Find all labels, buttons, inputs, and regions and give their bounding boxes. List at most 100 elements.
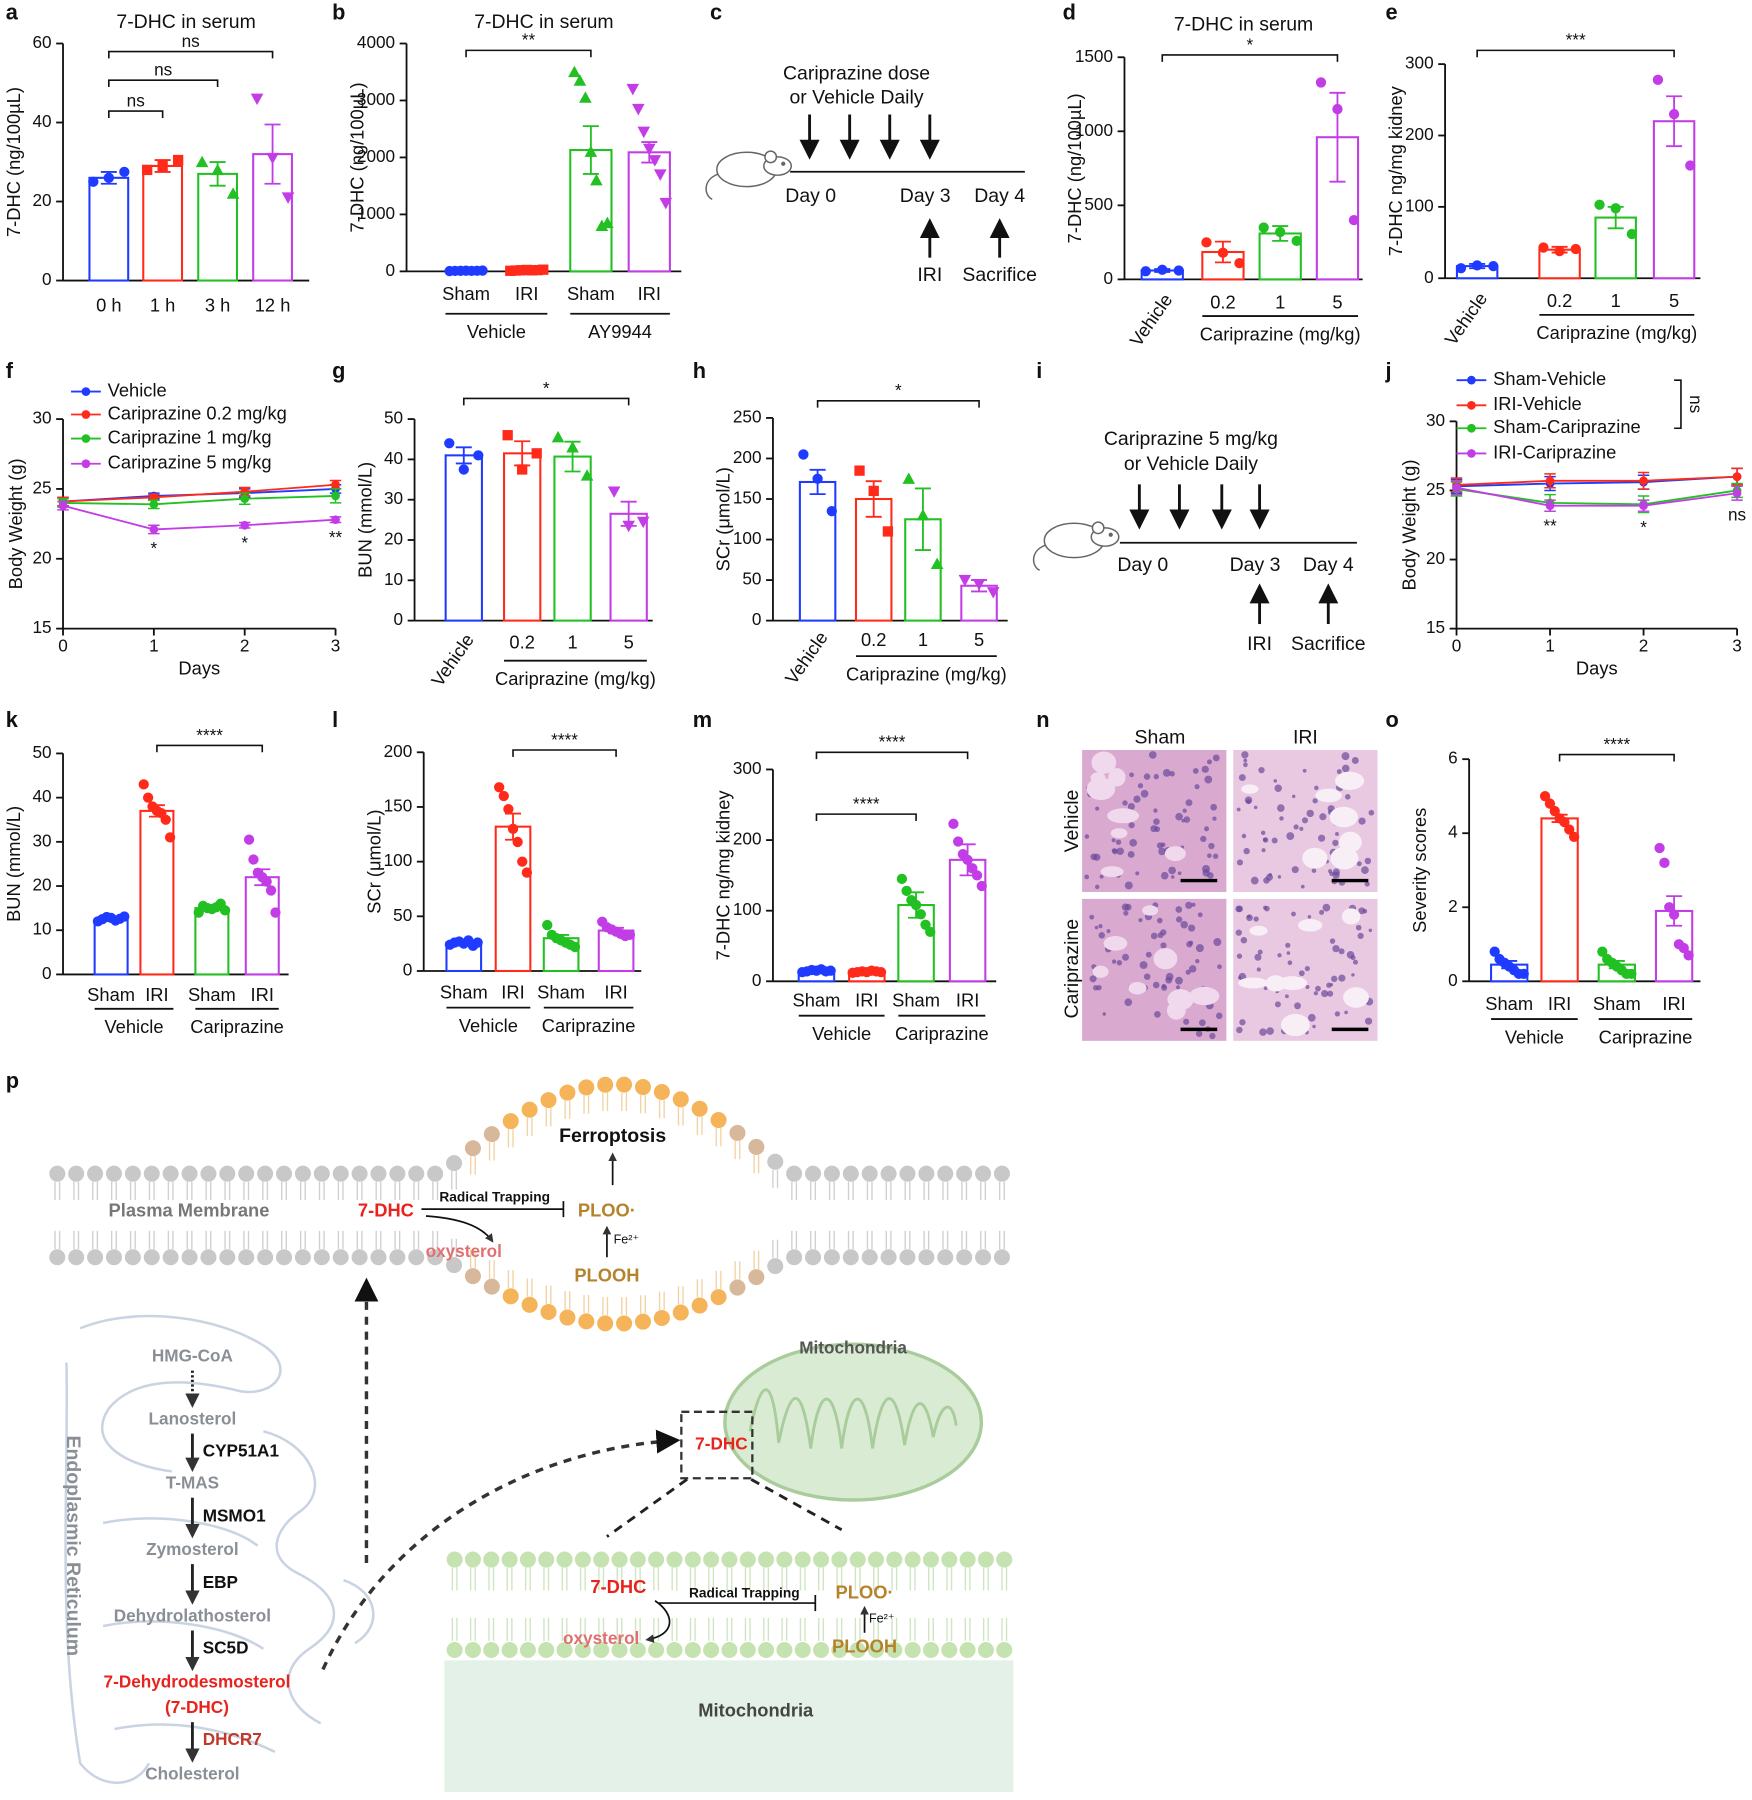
group-label: Cariprazine (mg/kg) [495, 668, 656, 689]
data-point [579, 91, 592, 103]
lipid-head [105, 1165, 122, 1182]
nucleus [1327, 990, 1334, 997]
legend-label: Cariprazine 0.2 mg/kg [108, 402, 287, 423]
lipid-head [294, 1249, 311, 1266]
nucleus [1135, 871, 1140, 876]
lipid-tail [998, 1181, 1005, 1250]
data-point [516, 265, 527, 276]
nucleus [1334, 1011, 1341, 1017]
lipid-head [993, 1249, 1010, 1266]
y-tick-label: 50 [384, 408, 403, 428]
nucleus [1212, 853, 1219, 859]
nucleus [1277, 953, 1282, 958]
x-tick-label: 0.2 [1547, 290, 1572, 311]
legend-label: Vehicle [108, 379, 167, 400]
tubule [1278, 976, 1308, 991]
nucleus [1365, 1017, 1373, 1025]
nucleus [1253, 916, 1259, 922]
data-point [331, 491, 340, 501]
x-tick-label: 1 [149, 635, 159, 655]
nucleus [1260, 830, 1266, 836]
lipid-tail [356, 1181, 363, 1250]
data-point [1594, 199, 1605, 210]
nucleus [1261, 848, 1266, 853]
data-point [882, 526, 894, 537]
data-point [902, 472, 916, 484]
legend-marker [1467, 449, 1476, 458]
lipid-head [648, 1641, 665, 1659]
x-tick-label: IRI [515, 283, 538, 304]
lipid-head [776, 1551, 793, 1568]
lipid-tail [602, 1092, 609, 1316]
data-point [637, 126, 651, 139]
pathway-item: 7-Dehydrodesmosterol [104, 1672, 291, 1692]
nucleus [1111, 838, 1116, 843]
nucleus [1089, 914, 1095, 920]
lipid-tail [791, 1181, 798, 1250]
data-point [1626, 228, 1638, 240]
lipid-tail [909, 1567, 916, 1641]
lipid-head [886, 1551, 903, 1568]
mito-compartment [444, 1660, 1014, 1792]
tubule [1329, 806, 1358, 828]
nucleus [1204, 826, 1210, 832]
fe-label: Fe²⁺ [869, 1611, 895, 1625]
significance-bracket [1476, 49, 1675, 58]
lipid-head [880, 1165, 897, 1182]
membrane-label: Plasma Membrane [109, 1199, 270, 1220]
panel-letter: m [693, 707, 712, 732]
data-point [972, 578, 986, 591]
nucleus [1291, 794, 1296, 799]
group-label: Vehicle [467, 321, 526, 342]
data-point [331, 515, 340, 525]
nucleus [1312, 1024, 1316, 1029]
panel-letter: a [6, 0, 19, 24]
data-point [211, 163, 224, 176]
nucleus [1311, 868, 1317, 873]
nucleus [1175, 812, 1183, 821]
data-point [916, 508, 930, 521]
lipid-tail [506, 1567, 513, 1641]
data-point [798, 449, 809, 460]
data-point [505, 265, 516, 276]
lipid-head [956, 1165, 973, 1182]
inhibition-line [658, 1595, 817, 1612]
data-point [601, 216, 614, 229]
lipid-head [786, 1249, 803, 1266]
lipid-tail [873, 1567, 879, 1641]
lipid-head [332, 1165, 349, 1182]
nucleus [1150, 932, 1158, 940]
nucleus [1361, 866, 1369, 875]
data-point [826, 506, 837, 517]
y-tick-label: 50 [32, 742, 51, 762]
nucleus [1257, 949, 1263, 955]
data-point [1559, 816, 1570, 828]
data-point [626, 83, 640, 96]
data-point [636, 516, 650, 529]
legend-label: Sham-Cariprazine [1493, 416, 1641, 437]
er-outline [64, 1314, 375, 1784]
nucleus [1212, 816, 1217, 821]
x-tick-label: Sham [87, 984, 135, 1005]
lipid-head [710, 1289, 727, 1306]
nucleus [1182, 808, 1187, 813]
y-tick-label: 1000 [357, 203, 395, 223]
nucleus [1197, 912, 1203, 918]
x-tick-label: 1 [1611, 290, 1621, 311]
event-label: IRI [1247, 633, 1272, 655]
chart-panel: 0 2 4 6 Severity scores o Sham IRI Sham IRI **** Ve… [1386, 707, 1701, 1047]
data-point [1570, 243, 1581, 255]
lipid-tail [129, 1181, 136, 1250]
lipid-head [776, 1641, 793, 1659]
lipid-head [389, 1249, 406, 1266]
nucleus [1284, 994, 1289, 999]
nucleus [1175, 985, 1181, 990]
data-point [948, 818, 959, 829]
lipid-head [162, 1249, 179, 1266]
nucleus [1140, 789, 1149, 798]
x-tick-label: 0 h [96, 295, 121, 316]
data-point [250, 93, 264, 106]
data-point [1455, 263, 1467, 274]
data-point [569, 941, 581, 953]
